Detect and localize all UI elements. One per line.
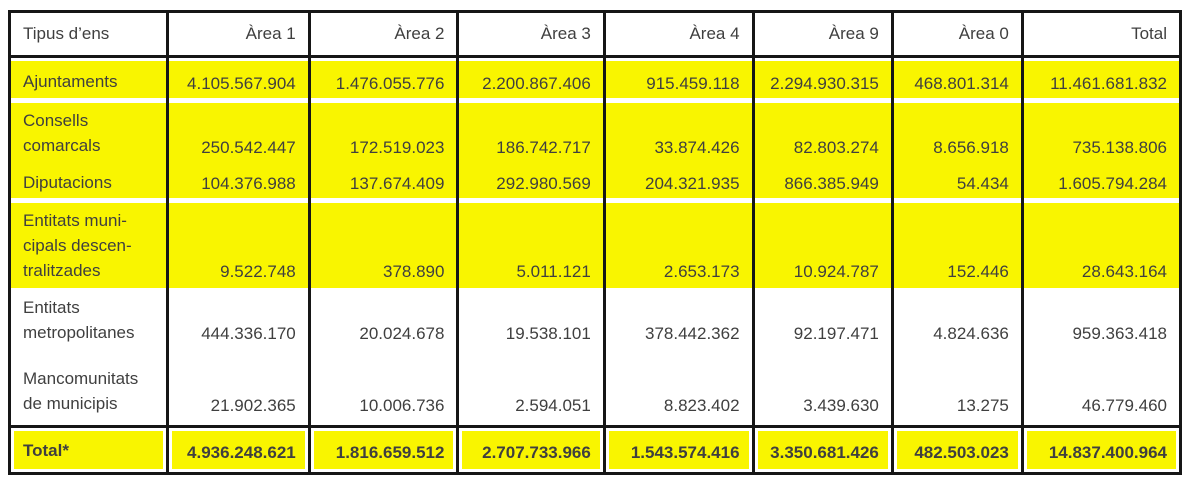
table-row-ajuntaments: Ajuntaments 4.105.567.904 1.476.055.776 2.2… — [7, 56, 1183, 103]
cell-ajuntaments-col7: 11.461.681.832 — [1020, 56, 1183, 103]
cell-diputacions-col6: 54.434 — [890, 166, 1024, 204]
cell-diputacions-col3: 292.980.569 — [456, 166, 606, 204]
table-row-entitats-metropolitanes: Entitats metropolitanes 444.336.170 20.024… — [7, 291, 1183, 354]
cell-entitats-municipals-descentralitzades-col4: 2.653.173 — [602, 203, 755, 292]
row-label-entitats-municipals-descentralitzades: Entitats muni- cipals descen- tralitzade… — [7, 203, 170, 292]
cell-mancomunitats-de-municipis-col2: 10.006.736 — [307, 353, 460, 427]
cell-consells-comarcals-col2: 172.519.023 — [307, 102, 460, 167]
cell-total-col1: 4.936.248.621 — [166, 424, 311, 474]
cell-entitats-metropolitanes-col6: 4.824.636 — [890, 291, 1024, 354]
row-label-ajuntaments: Ajuntaments — [7, 56, 170, 103]
cell-total-col5: 3.350.681.426 — [751, 424, 894, 474]
cell-total-col6: 482.503.023 — [890, 424, 1024, 474]
cell-diputacions-col1: 104.376.988 — [166, 166, 311, 204]
header-area-2: Àrea 2 — [307, 11, 460, 58]
header-row: Tipus d’ens Àrea 1 Àrea 2 Àrea 3 Àrea 4 … — [7, 11, 1183, 58]
header-area-3: Àrea 3 — [456, 11, 606, 58]
cell-ajuntaments-col6: 468.801.314 — [890, 56, 1024, 103]
row-label-mancomunitats-de-municipis: Mancomunitats de municipis — [7, 353, 170, 427]
cell-entitats-municipals-descentralitzades-col2: 378.890 — [307, 203, 460, 292]
row-label-entitats-metropolitanes: Entitats metropolitanes — [7, 291, 170, 354]
cell-diputacions-col2: 137.674.409 — [307, 166, 460, 204]
cell-entitats-municipals-descentralitzades-col5: 10.924.787 — [751, 203, 894, 292]
cell-consells-comarcals-col4: 33.874.426 — [602, 102, 755, 167]
cell-consells-comarcals-col6: 8.656.918 — [890, 102, 1024, 167]
cell-entitats-metropolitanes-col4: 378.442.362 — [602, 291, 755, 354]
header-area-9: Àrea 9 — [751, 11, 894, 58]
header-area-1: Àrea 1 — [166, 11, 311, 58]
cell-entitats-metropolitanes-col2: 20.024.678 — [307, 291, 460, 354]
cell-mancomunitats-de-municipis-col3: 2.594.051 — [456, 353, 606, 427]
header-tipus-dens: Tipus d’ens — [7, 11, 170, 58]
row-label-consells-comarcals: Consells comarcals — [7, 102, 170, 167]
cell-mancomunitats-de-municipis-col5: 3.439.630 — [751, 353, 894, 427]
cell-consells-comarcals-col1: 250.542.447 — [166, 102, 311, 167]
cell-mancomunitats-de-municipis-col6: 13.275 — [890, 353, 1024, 427]
cell-entitats-metropolitanes-col3: 19.538.101 — [456, 291, 606, 354]
data-table: Tipus d’ens Àrea 1 Àrea 2 Àrea 3 Àrea 4 … — [7, 10, 1183, 475]
cell-diputacions-col4: 204.321.935 — [602, 166, 755, 204]
cell-total-col3: 2.707.733.966 — [456, 424, 606, 474]
cell-entitats-municipals-descentralitzades-col3: 5.011.121 — [456, 203, 606, 292]
header-area-0: Àrea 0 — [890, 11, 1024, 58]
cell-entitats-metropolitanes-col1: 444.336.170 — [166, 291, 311, 354]
cell-total-col4: 1.543.574.416 — [602, 424, 755, 474]
cell-consells-comarcals-col3: 186.742.717 — [456, 102, 606, 167]
cell-entitats-municipals-descentralitzades-col7: 28.643.164 — [1020, 203, 1183, 292]
row-label-total: Total* — [7, 424, 170, 474]
cell-entitats-municipals-descentralitzades-col1: 9.522.748 — [166, 203, 311, 292]
cell-ajuntaments-col2: 1.476.055.776 — [307, 56, 460, 103]
cell-entitats-metropolitanes-col7: 959.363.418 — [1020, 291, 1183, 354]
cell-diputacions-col5: 866.385.949 — [751, 166, 894, 204]
cell-entitats-municipals-descentralitzades-col6: 152.446 — [890, 203, 1024, 292]
table-row-mancomunitats-de-municipis: Mancomunitats de municipis 21.902.365 10.0… — [7, 353, 1183, 427]
cell-ajuntaments-col4: 915.459.118 — [602, 56, 755, 103]
document-page: Tipus d’ens Àrea 1 Àrea 2 Àrea 3 Àrea 4 … — [7, 10, 1183, 475]
table-row-consells-comarcals: Consells comarcals 250.542.447 172.519.023… — [7, 102, 1183, 167]
cell-ajuntaments-col3: 2.200.867.406 — [456, 56, 606, 103]
table-row-entitats-municipals-descentralitzades: Entitats muni- cipals descen- tralitzade… — [7, 203, 1183, 292]
cell-mancomunitats-de-municipis-col1: 21.902.365 — [166, 353, 311, 427]
header-area-4: Àrea 4 — [602, 11, 755, 58]
row-label-diputacions: Diputacions — [7, 166, 170, 204]
cell-mancomunitats-de-municipis-col4: 8.823.402 — [602, 353, 755, 427]
cell-consells-comarcals-col7: 735.138.806 — [1020, 102, 1183, 167]
table-row-total: Total* 4.936.248.621 1.816.659.512 2.707.73… — [7, 424, 1183, 474]
cell-consells-comarcals-col5: 82.803.274 — [751, 102, 894, 167]
cell-ajuntaments-col5: 2.294.930.315 — [751, 56, 894, 103]
header-total: Total — [1020, 11, 1183, 58]
cell-diputacions-col7: 1.605.794.284 — [1020, 166, 1183, 204]
cell-total-col7: 14.837.400.964 — [1020, 424, 1183, 474]
cell-ajuntaments-col1: 4.105.567.904 — [166, 56, 311, 103]
cell-total-col2: 1.816.659.512 — [307, 424, 460, 474]
cell-mancomunitats-de-municipis-col7: 46.779.460 — [1020, 353, 1183, 427]
table-row-diputacions: Diputacions 104.376.988 137.674.409 292.980… — [7, 166, 1183, 204]
cell-entitats-metropolitanes-col5: 92.197.471 — [751, 291, 894, 354]
